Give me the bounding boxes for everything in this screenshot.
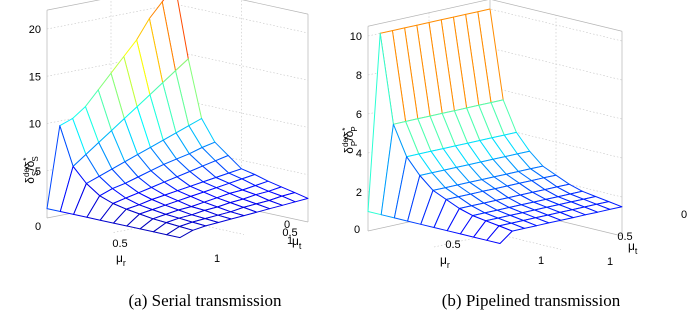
caption-a: (a) Serial transmission [129, 291, 282, 310]
z-tick-label: 10 [350, 31, 362, 43]
y-tick-label: 1 [287, 235, 293, 247]
y-tick-label: 1 [607, 256, 613, 268]
axes-edge [46, 0, 101, 11]
caption-b: (b) Pipelined transmission [442, 291, 621, 310]
z-tick-label: 4 [356, 148, 362, 160]
surface-mesh-a [46, 0, 309, 239]
x-tick-label: 1 [538, 255, 544, 267]
surface-cell [166, 226, 194, 239]
z-tick-label: 8 [356, 70, 362, 82]
x-tick-label: 0.5 [445, 239, 460, 251]
x-tick-label: 1 [214, 253, 220, 265]
surface-cell [486, 225, 513, 244]
x-tick-label: 0 [35, 221, 41, 233]
y-axis-label-b: μt [628, 239, 638, 256]
y-tick-label: 0.5 [617, 231, 632, 243]
y-gridline [428, 12, 562, 250]
y-tick-label: 0.5 [282, 227, 297, 239]
axes-edge [241, 0, 309, 15]
z-axis-label-b: δdecP/δ*P [341, 126, 359, 153]
z-tick-label: 10 [29, 119, 41, 131]
y-axis-label-a: μt [292, 234, 302, 251]
z-axis-label-a: δdecS/δ*S [22, 156, 40, 183]
z-tick-label: 2 [356, 187, 362, 199]
x-tick-label: 0.5 [112, 238, 127, 250]
z-tick-label: 5 [35, 166, 41, 178]
surface-mesh-b [367, 8, 623, 244]
x-axis-label-a: μr [116, 251, 126, 268]
x-axis-label-b: μr [440, 253, 450, 270]
y-tick-label: 0 [681, 209, 687, 221]
z-tick-label: 6 [356, 109, 362, 121]
x-tick-label: 0 [354, 224, 360, 236]
z-tick-label: 20 [29, 24, 41, 36]
z-tick-label: 15 [29, 71, 41, 83]
y-tick-label: 0 [284, 219, 290, 231]
